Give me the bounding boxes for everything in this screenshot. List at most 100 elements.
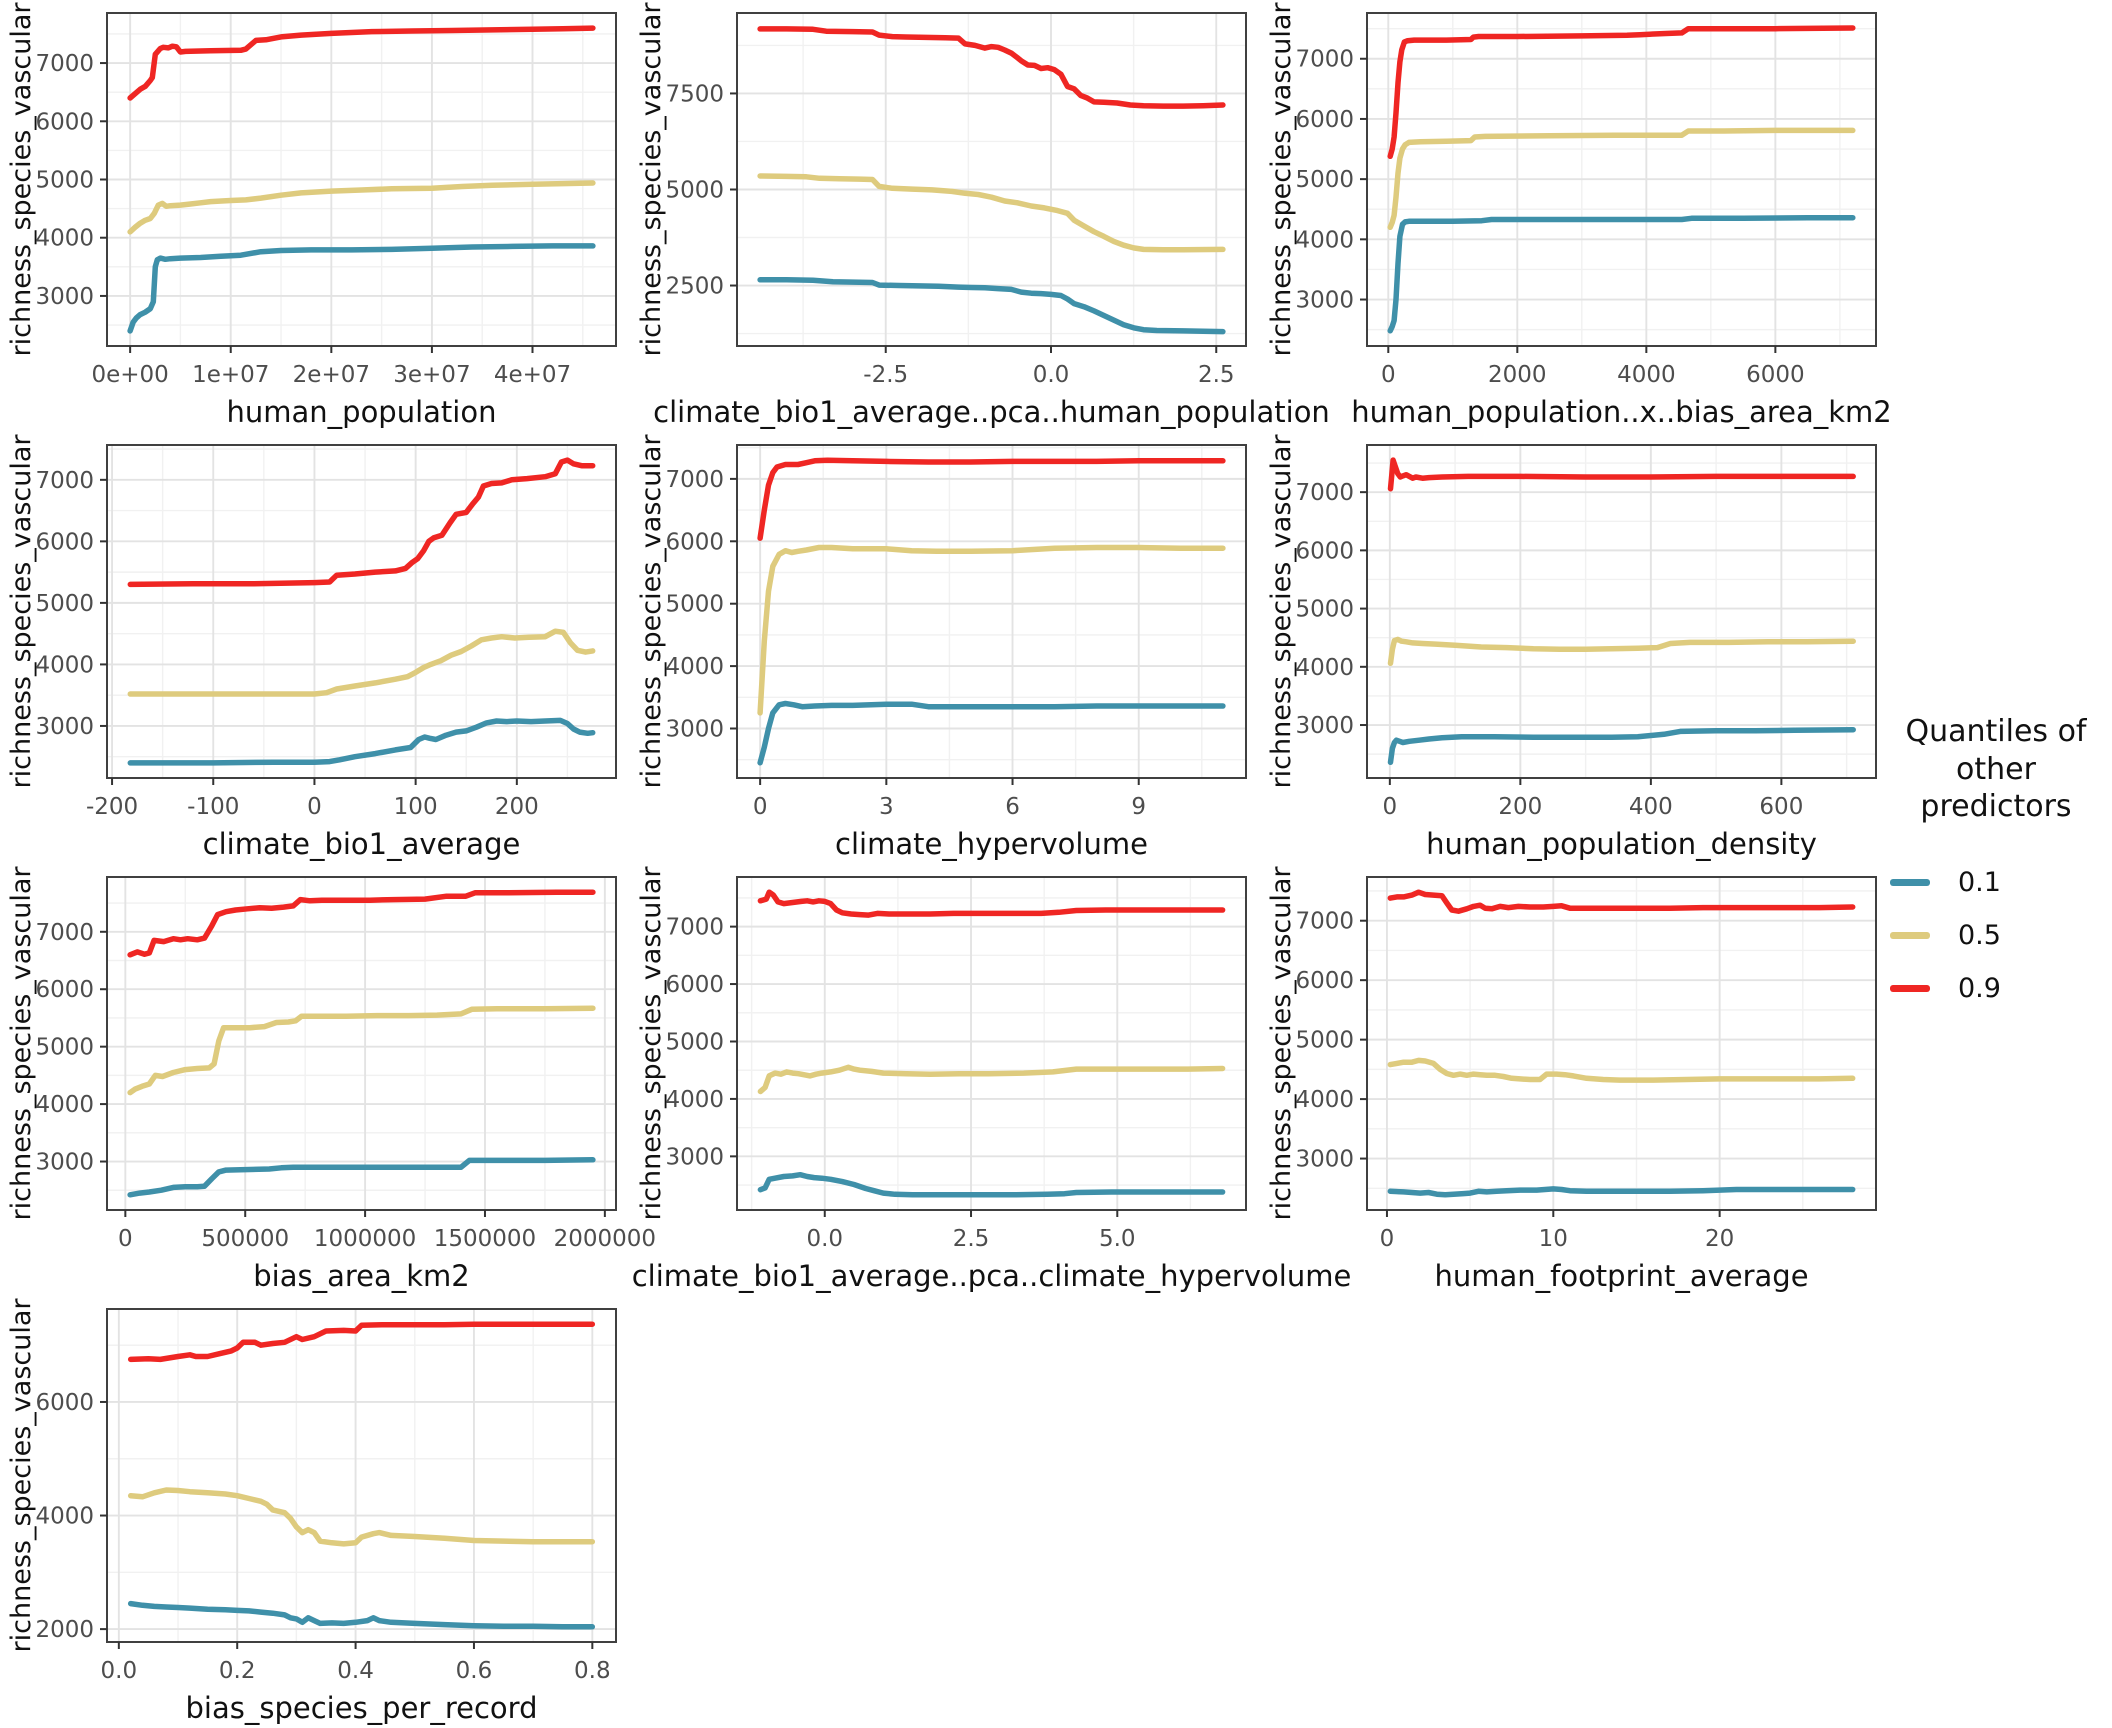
plot-background <box>107 1309 616 1642</box>
quantile-line-0.5 <box>1387 636 1856 667</box>
y-axis-title: richness_species_vascular <box>1266 434 1297 789</box>
y-tick-label: 7000 <box>1295 480 1354 506</box>
panel-climate_bio1_average: -200 -100 0 100 200 3000 4000 5000 6000 7000 clima… <box>0 432 630 864</box>
x-tick-label: 6 <box>1005 794 1020 820</box>
panel-svg-climate_bio1_average..pca..climate_hypervolume: 0.0 2.5 5.0 3000 4000 5000 6000 7000 climate_bio… <box>632 866 1352 1293</box>
y-axis-title: richness_species_vascular <box>1266 866 1297 1221</box>
y-tick-label: 4000 <box>1295 1087 1354 1113</box>
x-tick-label: 0.4 <box>337 1658 374 1684</box>
panel-border <box>1366 444 1877 779</box>
y-tick-label: 5000 <box>35 591 94 617</box>
panel-bias_species_per_record: 0.0 0.2 0.4 0.6 0.8 2000 4000 6000 bias_species_… <box>0 1296 630 1728</box>
y-tick-label: 6000 <box>1295 107 1354 133</box>
x-axis-title: human_population <box>227 395 497 429</box>
y-tick-label: 5000 <box>1295 1028 1354 1054</box>
panel-border <box>106 444 617 779</box>
quantile-line-0.9 <box>757 26 1226 109</box>
x-tick-label: 3e+07 <box>393 362 470 388</box>
panel-climate_hypervolume: 0 3 6 9 3000 4000 5000 6000 7000 climate_hypervol… <box>630 432 1260 864</box>
x-tick-label: 10 <box>1539 1226 1568 1252</box>
y-tick-label: 5000 <box>665 1029 724 1055</box>
y-tick-label: 4000 <box>35 652 94 678</box>
legend-item-q09: 0.9 <box>1890 973 2112 1004</box>
quantile-line-0.1 <box>1387 214 1856 334</box>
x-tick-label: 0e+00 <box>91 362 168 388</box>
x-axis-title: climate_bio1_average..pca..climate_hyper… <box>632 1259 1352 1293</box>
x-tick-label: 0 <box>118 1226 133 1252</box>
panel-border <box>106 1308 617 1643</box>
y-tick-label: 2500 <box>665 274 724 300</box>
y-tick-label: 7000 <box>35 51 94 77</box>
legend-label-q05: 0.5 <box>1958 919 2001 951</box>
quantile-line-0.9 <box>127 889 596 958</box>
x-axis-title: climate_bio1_average..pca..human_populat… <box>653 395 1330 429</box>
plot-background <box>737 877 1246 1210</box>
panel-svg-climate_bio1_average: -200 -100 0 100 200 3000 4000 5000 6000 7000 clima… <box>6 434 617 861</box>
plot-background <box>737 445 1246 778</box>
panel-border <box>736 876 1247 1211</box>
x-axis-title: human_population_density <box>1426 827 1817 861</box>
x-tick-label: 600 <box>1759 794 1803 820</box>
quantile-line-0.9 <box>1387 25 1856 160</box>
x-tick-label: 9 <box>1131 794 1146 820</box>
quantile-line-0.5 <box>1387 1057 1856 1083</box>
panels-grid: 0e+00 1e+07 2e+07 3e+07 4e+07 3000 4000 5000 600… <box>0 0 1892 1728</box>
y-tick-label: 7000 <box>665 467 724 493</box>
plot-background <box>1367 445 1876 778</box>
quantile-line-0.9 <box>127 1321 596 1363</box>
legend-swatch-q09-icon <box>1890 984 1930 992</box>
x-tick-label: 4000 <box>1617 362 1676 388</box>
x-tick-label: 2000 <box>1488 362 1547 388</box>
y-tick-label: 7500 <box>665 81 724 107</box>
x-tick-label: 20 <box>1705 1226 1734 1252</box>
x-tick-label: 1000000 <box>314 1226 416 1252</box>
quantile-line-0.1 <box>757 277 1226 335</box>
plot-background <box>1367 877 1876 1210</box>
y-tick-label: 5000 <box>1295 167 1354 193</box>
quantile-line-0.5 <box>127 180 596 235</box>
x-tick-label: 1500000 <box>434 1226 536 1252</box>
quantile-line-0.5 <box>757 1064 1226 1095</box>
x-tick-label: 500000 <box>201 1226 289 1252</box>
y-tick-label: 5000 <box>35 1035 94 1061</box>
x-tick-label: 0 <box>307 794 322 820</box>
panel-svg-climate_hypervolume: 0 3 6 9 3000 4000 5000 6000 7000 climate_hypervol… <box>636 434 1247 861</box>
y-tick-label: 3000 <box>35 1150 94 1176</box>
x-axis-title: bias_species_per_record <box>186 1691 538 1725</box>
y-tick-label: 5000 <box>1295 597 1354 623</box>
y-tick-label: 3000 <box>1295 713 1354 739</box>
quantile-line-0.1 <box>1387 1186 1856 1198</box>
x-tick-label: 2e+07 <box>293 362 370 388</box>
y-tick-label: 4000 <box>665 1087 724 1113</box>
quantile-line-0.1 <box>127 1600 596 1630</box>
y-axis-title: richness_species_vascular <box>6 2 37 357</box>
y-tick-label: 3000 <box>1295 288 1354 314</box>
panel-border <box>736 444 1247 779</box>
x-tick-label: 100 <box>394 794 438 820</box>
quantile-line-0.9 <box>757 457 1226 541</box>
y-tick-label: 6000 <box>35 109 94 135</box>
x-tick-label: 0.0 <box>1033 362 1070 388</box>
panel-bias_area_km2: 0 500000 1000000 1500000 2000000 3000 4000 5000… <box>0 864 656 1296</box>
y-tick-label: 6000 <box>1295 538 1354 564</box>
y-tick-label: 6000 <box>665 972 724 998</box>
quantile-line-0.9 <box>1387 889 1856 914</box>
quantile-line-0.9 <box>757 889 1226 918</box>
y-tick-label: 6000 <box>665 529 724 555</box>
y-tick-label: 5000 <box>665 177 724 203</box>
x-tick-label: 0 <box>1380 1226 1395 1252</box>
y-tick-label: 5000 <box>35 168 94 194</box>
x-axis-title: climate_hypervolume <box>835 827 1148 861</box>
legend-title: Quantiles of other predictors <box>1880 713 2112 826</box>
panel-svg-human_population..x..bias_area_km2: 0 2000 4000 6000 3000 4000 5000 6000 7000 human_p… <box>1266 2 1892 429</box>
y-axis-title: richness_species_vascular <box>6 1298 37 1653</box>
y-axis-title: richness_species_vascular <box>1266 2 1297 357</box>
x-tick-label: 0.6 <box>456 1658 493 1684</box>
x-tick-label: 0 <box>753 794 768 820</box>
panel-human_population..x..bias_area_km2: 0 2000 4000 6000 3000 4000 5000 6000 7000 human_p… <box>1260 0 1892 432</box>
plot-background <box>107 445 616 778</box>
quantile-line-0.1 <box>1387 726 1856 766</box>
quantile-line-0.1 <box>127 1157 596 1198</box>
x-tick-label: 4e+07 <box>494 362 571 388</box>
panel-svg-bias_species_per_record: 0.0 0.2 0.4 0.6 0.8 2000 4000 6000 bias_species_… <box>6 1298 617 1725</box>
